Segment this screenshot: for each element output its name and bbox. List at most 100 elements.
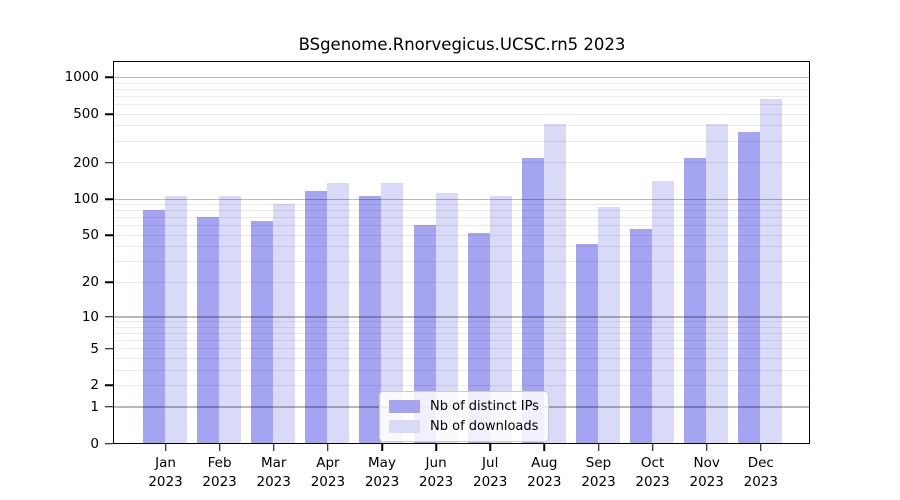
gridline-20 [114, 281, 809, 283]
y-tick-label-20: 20 [81, 274, 99, 291]
y-axis: 0 1 2 5 10 20 50 100 200 500 1000 [0, 63, 113, 452]
bar-jun-distinct-ips [413, 225, 436, 443]
gridline-1000 [114, 76, 809, 79]
legend: Nb of distinct IPs Nb of downloads [379, 391, 549, 442]
legend-item-distinct-ips: Nb of distinct IPs [389, 398, 539, 415]
x-tick-label-jan: Jan 2023 [148, 455, 183, 490]
bar-aug-downloads [543, 124, 566, 443]
x-tick-mark-aug [543, 444, 546, 451]
bar-may-downloads [381, 182, 404, 443]
gridline-30 [114, 261, 809, 263]
x-tick-mark-dec [760, 444, 762, 451]
gridline-8 [114, 326, 809, 328]
x-tick-mark-oct [651, 444, 654, 451]
y-tick-mark-10 [105, 315, 113, 318]
bar-nov-downloads [706, 123, 729, 443]
y-tick-label-500: 500 [73, 106, 99, 123]
gridline-80 [114, 210, 809, 212]
legend-item-downloads: Nb of downloads [389, 418, 539, 435]
gridline-60 [114, 225, 809, 227]
legend-swatch-distinct-ips [389, 400, 420, 413]
x-tick-mark-nov [705, 444, 708, 451]
x-tick-mark-feb [218, 444, 221, 451]
x-tick-label-jun: Jun 2023 [418, 455, 454, 490]
gridline-700 [114, 95, 809, 97]
x-tick-mark-may [381, 444, 383, 451]
y-tick-mark-1000 [105, 76, 113, 79]
bar-nov-distinct-ips [684, 157, 707, 443]
y-tick-label-5: 5 [90, 340, 99, 357]
y-tick-label-1: 1 [90, 398, 99, 415]
bar-mar-downloads [273, 204, 296, 443]
y-tick-label-0: 0 [90, 435, 99, 452]
y-tick-mark-0 [105, 442, 113, 445]
bar-aug-distinct-ips [521, 158, 544, 443]
bar-mar-distinct-ips [251, 221, 274, 443]
x-tick-label-jul: Jul 2023 [473, 455, 508, 490]
x-tick-label-may: May 2023 [364, 455, 400, 490]
bar-feb-distinct-ips [197, 217, 220, 443]
gridline-800 [114, 88, 809, 90]
x-tick-label-nov: Nov 2023 [689, 455, 724, 490]
bar-dec-distinct-ips [738, 131, 761, 443]
legend-label-distinct-ips: Nb of distinct IPs [430, 399, 539, 414]
chart-title: BSgenome.Rnorvegicus.UCSC.rn5 2023 [298, 35, 626, 54]
y-tick-label-10: 10 [81, 308, 99, 325]
x-tick-label-oct: Oct 2023 [635, 455, 670, 490]
bar-apr-downloads [327, 182, 350, 443]
bar-sep-distinct-ips [575, 243, 598, 443]
bar-sep-downloads [597, 207, 620, 443]
y-tick-label-1000: 1000 [64, 69, 99, 86]
bar-jul-distinct-ips [467, 232, 490, 443]
gridline-7 [114, 332, 809, 334]
x-axis: Jan 2023 Feb 2023 Mar 2023 Apr 2023 May 2023 Jun 20… [115, 444, 810, 498]
gridline-400 [114, 125, 809, 127]
x-tick-mark-jul [489, 444, 491, 451]
y-tick-mark-5 [105, 347, 113, 350]
x-tick-label-dec: Dec 2023 [743, 455, 778, 490]
x-tick-label-mar: Mar 2023 [256, 455, 291, 490]
gridline-300 [114, 140, 809, 142]
y-tick-mark-200 [105, 161, 113, 164]
bar-dec-downloads [760, 99, 783, 443]
gridline-10 [114, 316, 809, 318]
bar-oct-downloads [652, 180, 675, 443]
bar-jan-downloads [165, 195, 187, 443]
gridline-70 [114, 217, 809, 219]
x-tick-mark-sep [597, 444, 600, 451]
y-tick-mark-2 [105, 384, 113, 387]
x-tick-label-feb: Feb 2023 [202, 455, 237, 490]
y-tick-mark-500 [105, 113, 113, 115]
gridline-600 [114, 104, 809, 105]
x-tick-mark-jun [435, 444, 437, 451]
gridline-6 [114, 339, 809, 341]
bar-may-distinct-ips [359, 195, 382, 443]
x-tick-label-sep: Sep 2023 [581, 455, 616, 490]
gridline-500 [114, 113, 809, 115]
gridline-2 [114, 384, 809, 386]
y-tick-mark-20 [105, 281, 113, 283]
gridline-4 [114, 357, 809, 359]
x-tick-mark-mar [272, 444, 275, 451]
gridline-40 [114, 246, 809, 248]
gridline-5 [114, 348, 809, 350]
gridline-50 [114, 234, 809, 236]
bar-jun-downloads [435, 192, 458, 443]
gridline-200 [114, 162, 809, 163]
legend-label-downloads: Nb of downloads [430, 419, 539, 434]
gridline-3 [114, 369, 809, 371]
y-tick-mark-100 [105, 198, 113, 200]
gridline-90 [114, 204, 809, 205]
x-tick-mark-apr [327, 444, 329, 451]
x-tick-label-aug: Aug 2023 [527, 455, 562, 490]
gridline-900 [114, 82, 809, 84]
y-tick-mark-50 [105, 234, 113, 236]
x-tick-mark-jan [164, 444, 167, 451]
y-tick-label-100: 100 [73, 191, 99, 207]
bar-jul-downloads [489, 195, 512, 443]
bar-feb-downloads [219, 195, 242, 443]
y-tick-label-2: 2 [90, 377, 99, 394]
plot-area: Nb of distinct IPs Nb of downloads [113, 61, 810, 444]
y-tick-mark-1 [105, 406, 113, 408]
